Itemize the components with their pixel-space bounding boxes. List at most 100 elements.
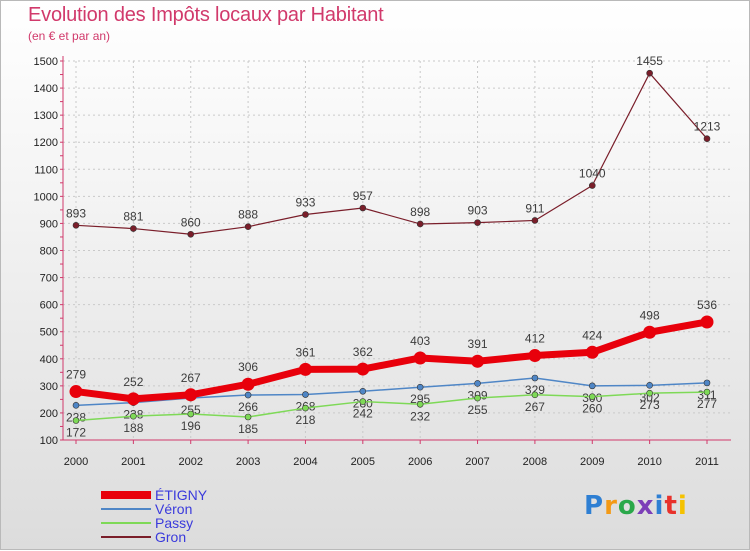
data-point-gron [187, 230, 195, 238]
data-label-etigny: 279 [66, 368, 86, 382]
data-point-gron [531, 217, 539, 224]
series-line-etigny [75, 318, 708, 403]
logo-letter: P [584, 491, 605, 521]
y-tick-label: 100 [40, 435, 58, 447]
data-point-etigny [69, 385, 83, 399]
data-point-passy [359, 398, 367, 405]
data-point-etigny [528, 349, 542, 363]
x-tick-label: 2003 [236, 456, 260, 468]
legend-label: Véron [155, 501, 193, 517]
x-tick-label: 2008 [523, 456, 547, 468]
chart-title: Evolution des Impôts locaux par Habitant [28, 4, 384, 26]
y-tick-label: 1000 [34, 191, 58, 203]
series-line-gron [75, 72, 708, 235]
data-label-gron: 1040 [579, 167, 606, 181]
data-label-gron: 903 [468, 204, 488, 218]
data-point-gron [72, 222, 80, 229]
y-tick-label: 1500 [34, 56, 58, 68]
data-point-etigny [184, 388, 198, 402]
y-tick-label: 900 [40, 218, 58, 230]
data-point-gron [646, 69, 653, 77]
data-label-gron: 898 [410, 205, 430, 219]
x-tick-label: 2006 [408, 456, 432, 468]
data-label-passy: 267 [525, 400, 545, 414]
data-point-veron [359, 387, 367, 395]
y-tick-label: 600 [40, 300, 58, 312]
data-point-gron [416, 220, 424, 228]
data-point-passy [130, 412, 137, 420]
legend-swatch [101, 491, 151, 499]
data-point-etigny [356, 362, 370, 376]
data-point-etigny [126, 392, 140, 406]
data-label-gron: 911 [525, 201, 544, 215]
data-point-etigny [298, 362, 312, 376]
data-label-passy: 242 [353, 407, 373, 421]
data-point-gron [130, 225, 137, 232]
data-point-passy [588, 393, 596, 400]
data-point-veron [703, 379, 711, 387]
data-label-passy: 260 [582, 402, 602, 416]
x-tick-label: 2007 [465, 456, 489, 468]
data-point-passy [187, 410, 195, 418]
data-label-passy: 232 [410, 409, 430, 423]
data-point-etigny [585, 345, 599, 359]
data-point-passy [646, 389, 653, 397]
data-label-gron: 933 [295, 195, 315, 209]
data-label-etigny: 362 [353, 345, 373, 359]
legend-label: Passy [155, 515, 194, 531]
x-tick-label: 2000 [64, 456, 88, 468]
legend-label: ÉTIGNY [155, 487, 208, 503]
legend-swatch [101, 508, 151, 510]
y-tick-label: 400 [40, 354, 58, 366]
data-label-passy: 188 [123, 421, 143, 435]
legend-swatch [101, 522, 151, 524]
data-label-etigny: 424 [582, 328, 602, 342]
x-tick-label: 2010 [637, 456, 661, 468]
data-label-gron: 893 [66, 206, 86, 220]
data-point-gron [359, 204, 367, 212]
y-tick-label: 700 [40, 273, 58, 285]
data-label-passy: 255 [468, 403, 488, 417]
data-point-gron [588, 182, 596, 189]
data-point-etigny [643, 325, 657, 339]
logo-letter: i [654, 491, 665, 521]
data-point-veron [646, 382, 653, 389]
data-label-gron: 957 [353, 189, 373, 203]
data-label-gron: 881 [123, 210, 143, 224]
data-point-gron [302, 211, 309, 218]
data-label-etigny: 536 [697, 298, 717, 312]
y-tick-label: 1400 [34, 83, 58, 95]
data-point-passy [302, 404, 309, 412]
data-point-veron [416, 383, 424, 391]
data-label-passy: 185 [238, 422, 258, 436]
data-label-gron: 860 [181, 215, 201, 229]
series-line-passy [75, 391, 708, 422]
data-point-etigny [413, 351, 427, 365]
y-tick-label: 1200 [34, 137, 58, 149]
data-point-etigny [471, 354, 485, 368]
logo-letter: t [664, 491, 678, 521]
x-tick-label: 2001 [121, 456, 145, 468]
x-tick-label: 2002 [178, 456, 202, 468]
data-label-passy: 196 [181, 419, 201, 433]
chart-subtitle: (en € et par an) [28, 29, 111, 43]
data-label-gron: 1455 [636, 54, 663, 68]
legend-swatch [101, 536, 151, 538]
data-label-gron: 1213 [694, 120, 721, 134]
data-point-veron [531, 374, 539, 382]
data-label-passy: 277 [697, 397, 717, 411]
data-point-etigny [241, 377, 255, 391]
data-label-etigny: 306 [238, 360, 258, 374]
data-label-etigny: 361 [295, 345, 315, 359]
x-tick-label: 2004 [293, 456, 317, 468]
data-label-veron: 295 [410, 392, 430, 406]
data-label-etigny: 391 [468, 337, 488, 351]
data-label-etigny: 412 [525, 332, 545, 346]
data-point-veron [244, 391, 252, 399]
logo-letter: i [677, 491, 688, 521]
data-point-passy [474, 394, 481, 402]
data-label-passy: 172 [66, 426, 86, 440]
data-point-passy [244, 413, 252, 421]
